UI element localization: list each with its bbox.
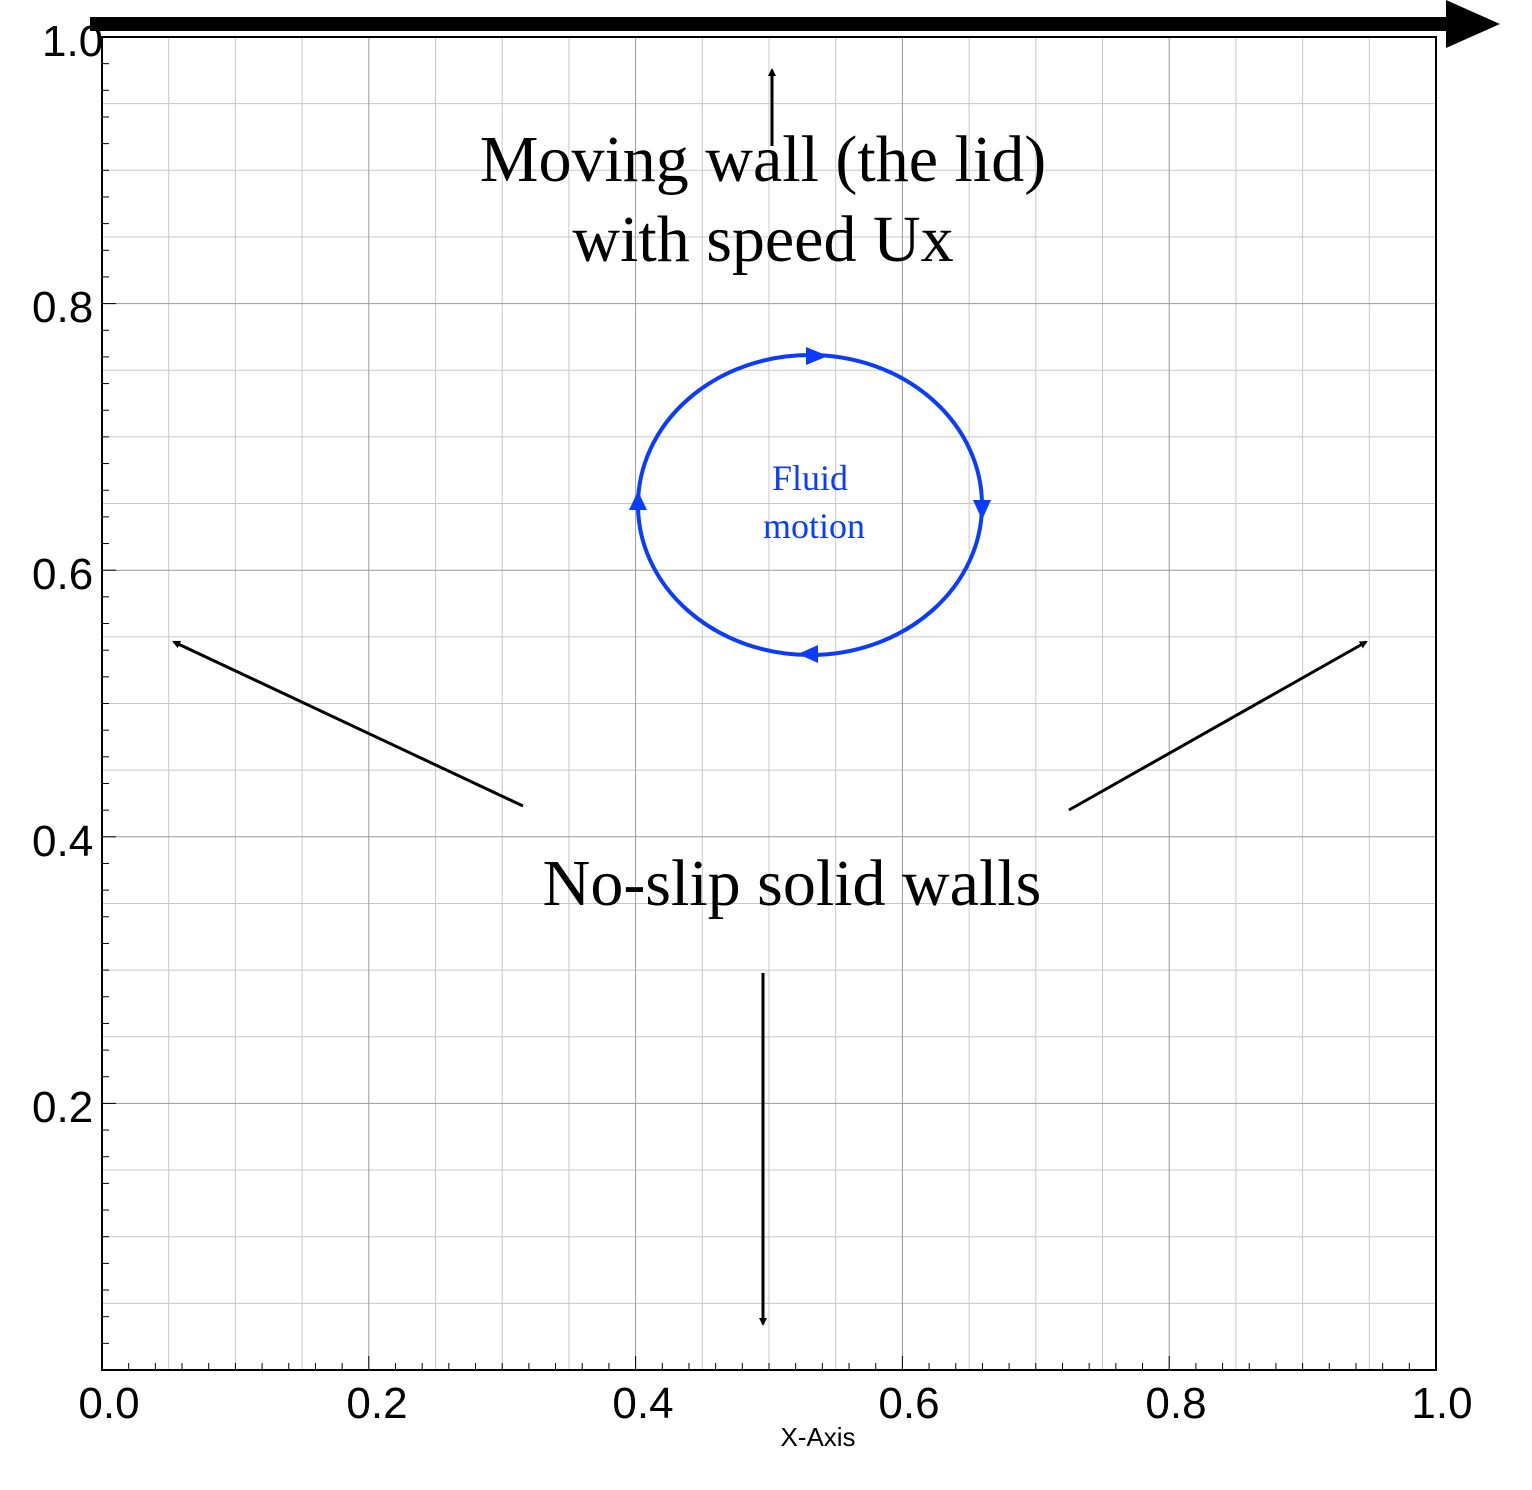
vortex-arrow-bottom-icon: [798, 645, 818, 663]
vortex-arrow-right-icon: [973, 500, 991, 520]
x-tick-label: 0.8: [1145, 1379, 1206, 1428]
x-tick-label: 0.2: [346, 1379, 407, 1428]
y-tick-label: 1.0: [42, 17, 103, 66]
fluid-label-line2: motion: [763, 506, 865, 546]
minor-gridlines: [102, 37, 1436, 1370]
left-wall-pointer-arrow: [172, 640, 524, 808]
vortex-arrow-top-icon: [806, 347, 828, 365]
x-tick-label: 0.6: [878, 1379, 939, 1428]
right-wall-pointer-arrow: [1068, 640, 1368, 812]
x-tick-label: 0.4: [612, 1379, 673, 1428]
walls-label: No-slip solid walls: [543, 847, 1042, 920]
plot-frame: [101, 36, 1437, 1371]
y-tick-label: 0.8: [32, 283, 93, 332]
fluid-vortex-loop: [636, 353, 984, 657]
vortex-arrow-left-icon: [629, 491, 647, 510]
major-gridlines: [102, 37, 1436, 1370]
lid-arrow-head: [1446, 0, 1500, 48]
y-tick-label: 0.6: [32, 550, 93, 599]
y-tick-label: 0.4: [32, 817, 93, 866]
fluid-label-line1: Fluid: [772, 458, 848, 498]
x-tick-label: 0.0: [78, 1379, 139, 1428]
lid-label-line1: Moving wall (the lid): [480, 123, 1046, 196]
lid-label-line2: with speed Ux: [572, 203, 953, 276]
y-tick-label: 0.2: [32, 1083, 93, 1132]
x-tick-label: 1.0: [1411, 1379, 1472, 1428]
x-axis-title: X-Axis: [780, 1422, 855, 1452]
